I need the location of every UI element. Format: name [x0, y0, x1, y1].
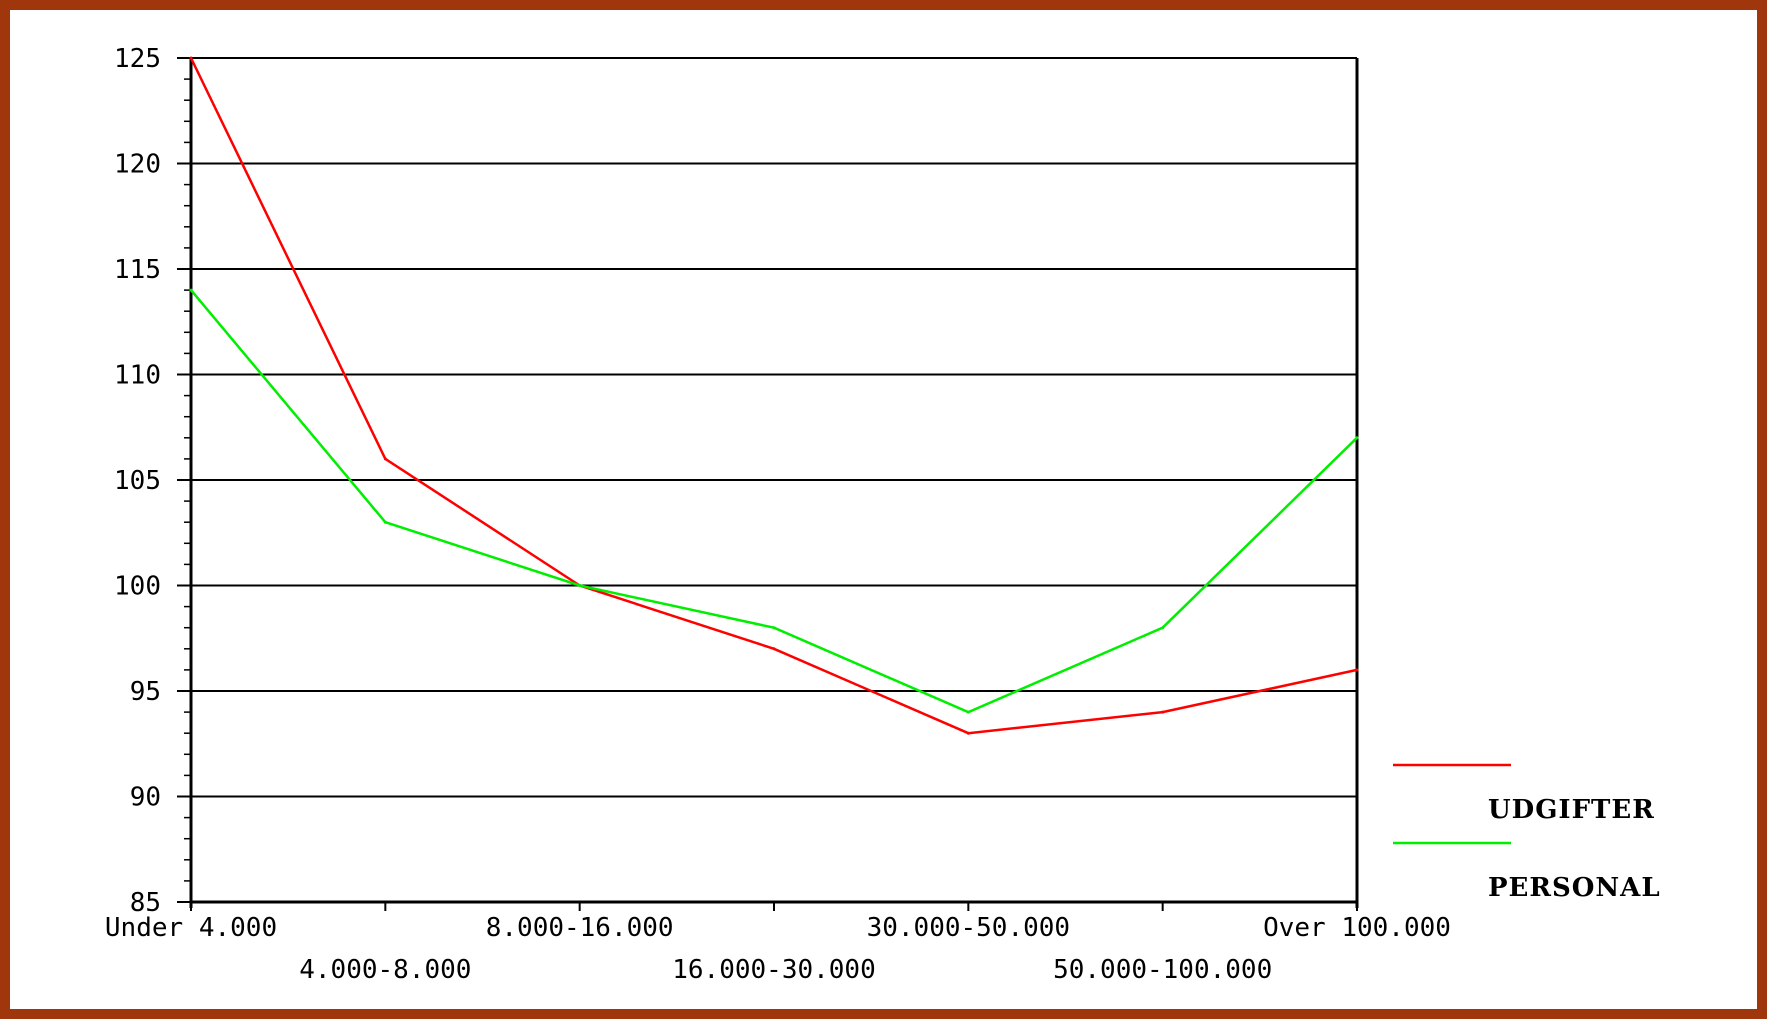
x-tick-label: 30.000-50.000: [867, 913, 1071, 943]
y-tick-label: 100: [114, 572, 161, 602]
y-tick-label: 90: [130, 783, 161, 813]
data-point: [1355, 668, 1359, 672]
y-tick-label: 105: [114, 466, 161, 496]
y-tick-label: 110: [114, 361, 161, 391]
y-tick-label: 120: [114, 150, 161, 180]
data-point: [1355, 436, 1359, 440]
x-tick-labels: Under 4.000 4.000-8.000 8.000-16.000 16.000…: [105, 913, 1451, 985]
data-point: [578, 584, 582, 587]
y-tick-label: 125: [114, 44, 161, 74]
x-tick-label: 8.000-16.000: [486, 913, 674, 943]
y-tick-label: 85: [130, 888, 161, 918]
series-lines: [189, 56, 1359, 735]
data-point: [1161, 710, 1165, 714]
data-point: [966, 731, 970, 735]
data-point: [1161, 626, 1165, 630]
x-tick-label: 4.000-8.000: [299, 955, 471, 985]
x-tick-label: 16.000-30.000: [672, 955, 876, 985]
x-tick-label: 50.000-100.000: [1053, 955, 1272, 985]
legend-label: UDGIFTER: [1488, 795, 1655, 825]
data-point: [772, 626, 776, 630]
axes: [177, 57, 1359, 911]
data-point: [383, 520, 387, 524]
y-tick-label: 95: [130, 677, 161, 707]
data-point: [189, 56, 193, 60]
gridlines: [191, 57, 1357, 903]
data-point: [966, 710, 970, 714]
data-point: [383, 457, 387, 461]
data-point: [772, 647, 776, 651]
x-tick-label: Over 100.000: [1263, 913, 1451, 943]
data-point: [189, 288, 193, 292]
x-tick-label: Under 4.000: [105, 913, 277, 943]
y-tick-labels: 85 90 95 100 105 110 115 120 125: [114, 44, 161, 918]
y-tick-label: 115: [114, 255, 161, 285]
series-line-udgifter: [189, 57, 1358, 735]
legend-label: PERSONAL: [1488, 873, 1661, 903]
legend: UDGIFTER PERSONAL: [1393, 763, 1661, 903]
